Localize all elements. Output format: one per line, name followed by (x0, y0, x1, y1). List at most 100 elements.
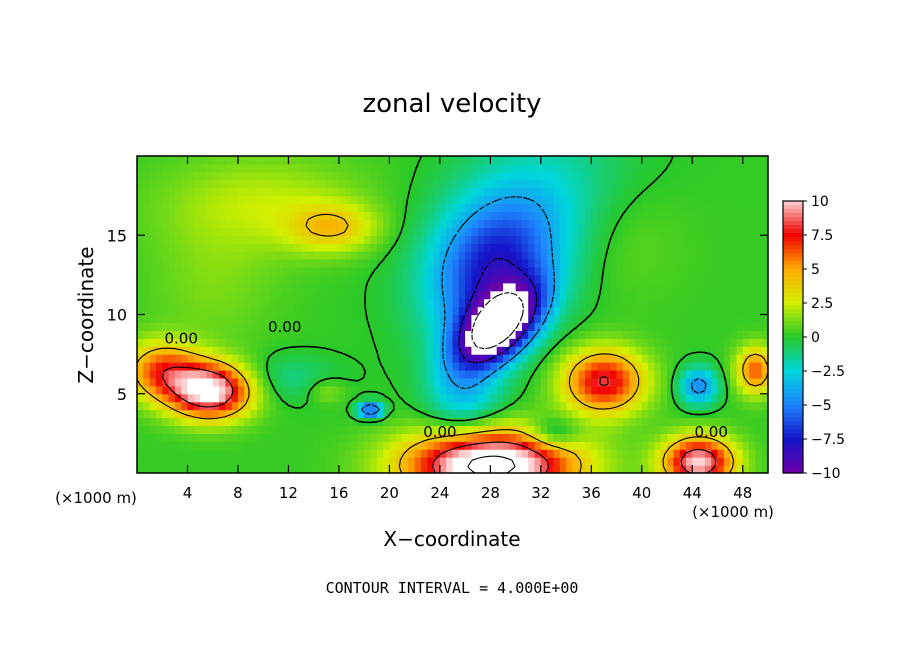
field-cell (433, 314, 441, 324)
field-cell (749, 465, 756, 473)
field-cell (275, 211, 283, 220)
field-cell (345, 163, 353, 173)
field-cell (446, 354, 454, 363)
field-cell (635, 409, 643, 419)
field-cell (553, 465, 561, 473)
field-cell (376, 338, 384, 347)
field-cell (225, 290, 233, 300)
field-cell (736, 314, 744, 324)
field-cell (742, 227, 750, 236)
field-cell (237, 163, 245, 173)
field-cell (749, 274, 756, 284)
field-cell (534, 259, 542, 268)
field-cell (553, 187, 561, 197)
field-cell (572, 457, 580, 466)
field-cell (137, 163, 144, 173)
field-cell (540, 385, 548, 395)
field-cell (622, 298, 630, 308)
field-cell (162, 314, 170, 324)
field-cell (137, 203, 144, 213)
field-cell (679, 441, 687, 450)
field-cell (521, 195, 529, 205)
field-cell (162, 401, 170, 411)
field-cell (704, 274, 712, 284)
field-cell (698, 306, 706, 316)
field-cell (200, 179, 208, 189)
field-cell (452, 171, 460, 181)
field-cell (547, 187, 555, 197)
field-cell (515, 298, 523, 308)
field-cell (452, 457, 460, 466)
field-cell (237, 346, 245, 355)
field-cell (338, 346, 346, 355)
field-cell (730, 449, 738, 458)
field-cell (559, 425, 567, 434)
field-cell (307, 417, 315, 427)
field-cell (673, 282, 681, 292)
field-cell (704, 377, 712, 387)
field-cell (603, 441, 611, 450)
field-cell (200, 227, 208, 236)
field-cell (326, 219, 334, 228)
field-cell (288, 362, 296, 371)
field-cell (244, 163, 252, 173)
field-cell (547, 457, 555, 466)
field-cell (433, 266, 441, 276)
field-cell (389, 219, 397, 228)
field-cell (515, 441, 523, 450)
field-cell (168, 298, 176, 308)
field-cell (370, 354, 378, 363)
field-cell (200, 156, 208, 165)
field-cell (212, 354, 220, 363)
field-cell (635, 243, 643, 252)
field-cell (742, 235, 750, 244)
field-cell (364, 330, 372, 339)
field-cell (477, 465, 485, 473)
field-cell (553, 227, 561, 236)
field-cell (755, 251, 763, 260)
field-cell (282, 235, 290, 244)
field-cell (181, 203, 189, 213)
field-cell (414, 362, 422, 371)
field-cell (654, 251, 662, 260)
field-cell (200, 346, 208, 355)
field-cell (420, 259, 428, 268)
field-cell (465, 393, 473, 403)
field-cell (237, 306, 245, 316)
field-cell (540, 417, 548, 427)
field-cell (648, 425, 656, 434)
field-cell (749, 290, 756, 300)
field-cell (427, 179, 435, 189)
field-cell (256, 203, 264, 213)
field-cell (685, 401, 693, 411)
field-cell (338, 433, 346, 442)
field-cell (496, 377, 504, 387)
field-cell (704, 266, 712, 276)
field-cell (162, 433, 170, 442)
field-cell (200, 306, 208, 316)
field-cell (540, 377, 548, 387)
field-cell (654, 171, 662, 181)
field-cell (673, 274, 681, 284)
field-cell (692, 441, 700, 450)
field-cell (395, 156, 403, 165)
field-cell (212, 282, 220, 292)
field-cell (742, 425, 750, 434)
field-cell (711, 457, 719, 466)
field-cell (610, 465, 618, 473)
field-cell (704, 338, 712, 347)
field-cell (742, 266, 750, 276)
field-cell (711, 330, 719, 339)
field-cell (269, 417, 277, 427)
field-cell (698, 156, 706, 165)
field-cell (603, 433, 611, 442)
field-cell (263, 187, 271, 197)
field-cell (723, 282, 731, 292)
field-cell (155, 298, 163, 308)
field-cell (137, 314, 144, 324)
field-cell (370, 211, 378, 220)
field-cell (313, 259, 321, 268)
field-cell (446, 362, 454, 371)
field-cell (244, 219, 252, 228)
field-cell (515, 401, 523, 411)
